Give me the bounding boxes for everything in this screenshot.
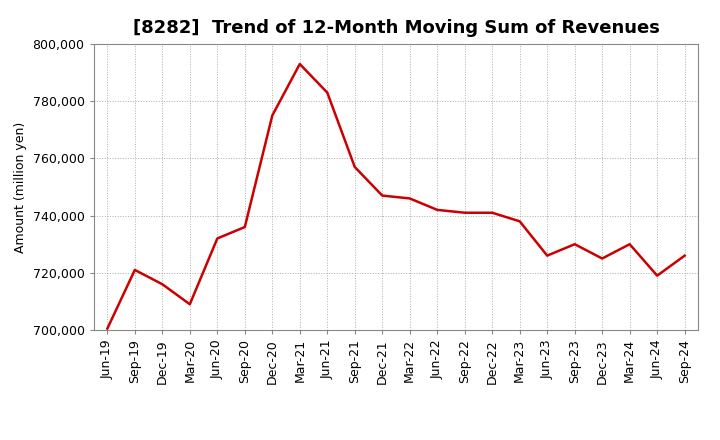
Title: [8282]  Trend of 12-Month Moving Sum of Revenues: [8282] Trend of 12-Month Moving Sum of R… <box>132 19 660 37</box>
Y-axis label: Amount (million yen): Amount (million yen) <box>14 121 27 253</box>
